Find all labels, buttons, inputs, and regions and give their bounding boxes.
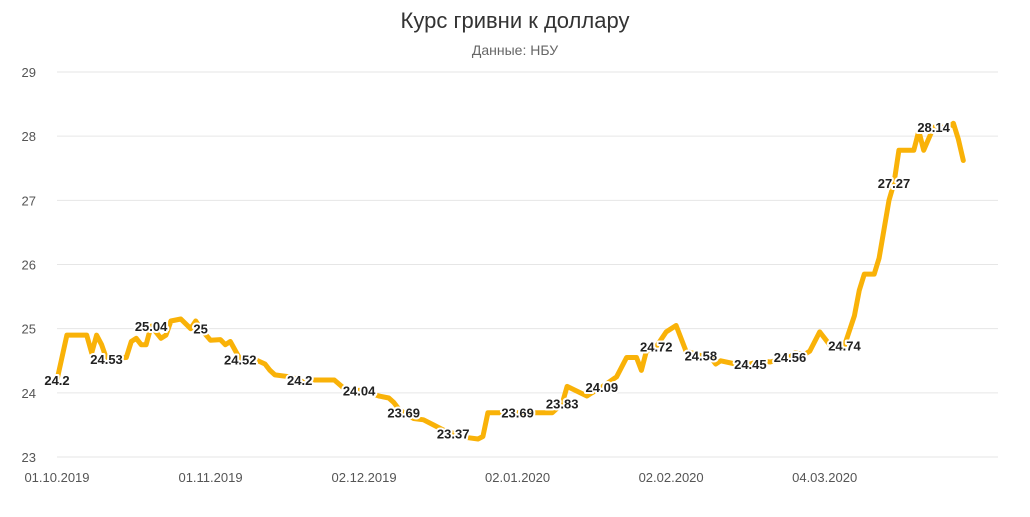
data-label: 23.69 (501, 406, 534, 421)
data-label: 23.83 (546, 397, 579, 412)
data-label: 25.04 (135, 319, 168, 334)
data-label: 24.2 (287, 373, 312, 388)
x-tick-label: 02.02.2020 (639, 470, 704, 485)
data-label-halo: 24.56 (774, 350, 807, 365)
y-tick-label: 23 (22, 450, 36, 465)
grid-lines (57, 71, 998, 458)
data-label-halo: 27.27 (878, 176, 911, 191)
data-label: 25 (193, 322, 207, 337)
data-label-halo: 24.52 (224, 352, 257, 367)
data-label: 24.74 (828, 338, 861, 353)
x-axis: 01.10.2019 01.11.2019 02.12.2019 02.01.2020… (24, 470, 857, 485)
data-label: 24.45 (734, 357, 767, 372)
data-label-halo: 24.2 (287, 373, 312, 388)
data-label: 24.58 (685, 349, 718, 364)
data-label-halo: 23.69 (387, 406, 420, 421)
data-label-halo: 24.09 (586, 380, 619, 395)
data-label: 23.69 (387, 406, 420, 421)
data-label-halo: 24.53 (90, 352, 123, 367)
data-label-halo: 28.14 (917, 120, 950, 135)
data-label: 24.2 (44, 373, 69, 388)
y-tick-label: 27 (22, 193, 36, 208)
data-label: 24.72 (640, 340, 673, 355)
chart-subtitle: Данные: НБУ (471, 42, 559, 58)
series-line (54, 120, 966, 442)
data-label: 23.37 (437, 426, 470, 441)
y-tick-label: 29 (22, 65, 36, 80)
y-tick-label: 26 (22, 258, 36, 273)
data-label: 24.53 (90, 352, 123, 367)
y-tick-label: 25 (22, 322, 36, 337)
data-label: 28.14 (917, 120, 950, 135)
chart-title: Курс гривни к доллару (400, 8, 630, 33)
data-label-halo: 24.58 (685, 349, 718, 364)
data-label-halo: 24.45 (734, 357, 767, 372)
data-label-halo: 23.37 (437, 426, 470, 441)
data-label: 24.04 (343, 383, 376, 398)
data-label: 24.56 (774, 350, 807, 365)
data-label-halo: 24.74 (828, 338, 861, 353)
data-label-halo: 24.04 (343, 383, 376, 398)
data-label: 27.27 (878, 176, 911, 191)
x-tick-label: 04.03.2020 (792, 470, 857, 485)
x-tick-label: 01.11.2019 (178, 470, 242, 485)
data-label-halo: 25.04 (135, 319, 168, 334)
data-label-halo: 24.2 (44, 373, 69, 388)
y-tick-label: 24 (22, 386, 36, 401)
y-tick-label: 28 (22, 129, 36, 144)
data-label: 24.09 (586, 380, 619, 395)
data-label-halo: 24.72 (640, 340, 673, 355)
x-tick-label: 01.10.2019 (24, 470, 89, 485)
x-tick-label: 02.01.2020 (485, 470, 550, 485)
data-label-halo: 25 (193, 322, 207, 337)
data-label-halo: 23.69 (501, 406, 534, 421)
x-tick-label: 02.12.2019 (332, 470, 397, 485)
y-axis: 23 24 25 26 27 28 29 (22, 65, 36, 465)
data-label: 24.52 (224, 352, 257, 367)
data-label-halo: 23.83 (546, 397, 579, 412)
series-layer (54, 120, 966, 442)
